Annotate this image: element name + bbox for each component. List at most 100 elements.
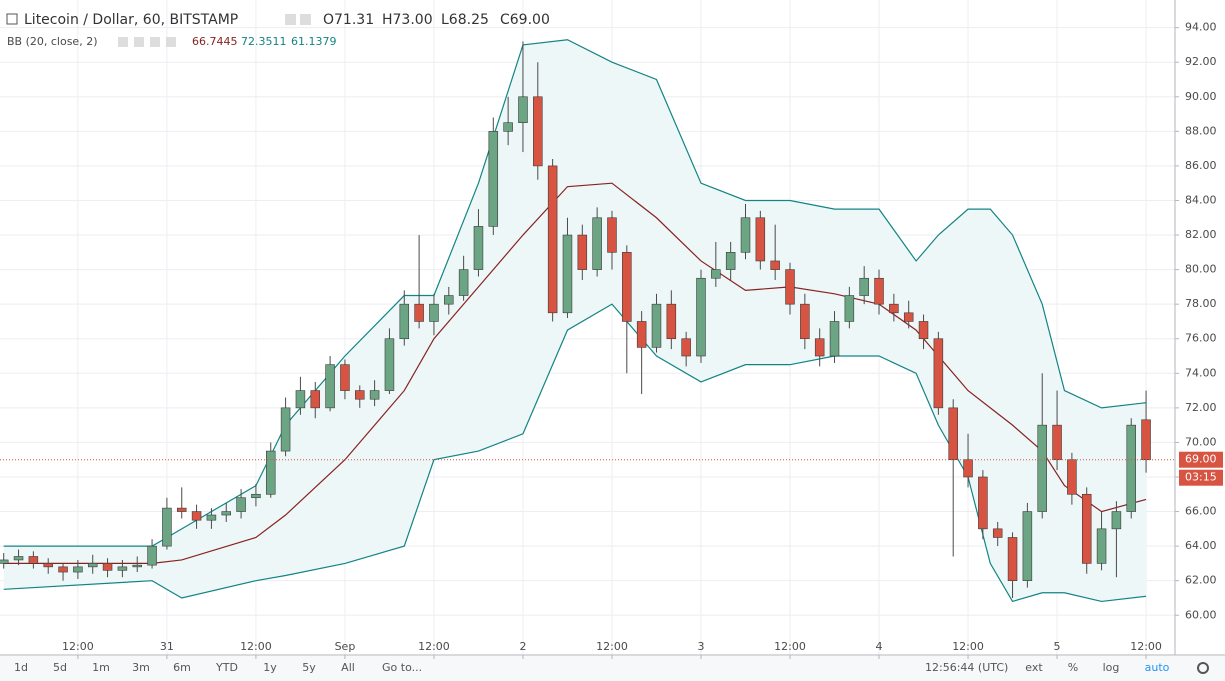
candle-body bbox=[800, 303, 810, 340]
candle-body bbox=[251, 493, 261, 499]
option-button[interactable]: % bbox=[1068, 661, 1078, 674]
candle-body bbox=[429, 303, 439, 322]
candle-body bbox=[102, 563, 113, 571]
y-tick-label: 88.00 bbox=[1185, 124, 1217, 137]
range-button[interactable]: All bbox=[341, 661, 355, 674]
candle-body bbox=[384, 338, 395, 391]
y-tick-label: 78.00 bbox=[1185, 297, 1217, 310]
candle-body bbox=[87, 563, 98, 568]
candle-body bbox=[814, 338, 825, 357]
settings-icon[interactable] bbox=[285, 14, 296, 25]
candle-body bbox=[266, 450, 276, 495]
candle-body bbox=[696, 277, 706, 357]
y-tick-label: 64.00 bbox=[1185, 539, 1217, 552]
candle-body bbox=[918, 321, 929, 340]
indicator-icon[interactable] bbox=[134, 37, 144, 47]
range-button[interactable]: 6m bbox=[173, 661, 191, 674]
candle-body bbox=[458, 269, 469, 296]
candle-body bbox=[592, 217, 602, 270]
option-button[interactable]: log bbox=[1103, 661, 1120, 674]
y-tick-label: 66.00 bbox=[1185, 505, 1217, 518]
goto-button[interactable]: Go to... bbox=[382, 661, 422, 674]
candle-body bbox=[1007, 537, 1018, 581]
candle-body bbox=[355, 390, 365, 400]
candle-body bbox=[369, 390, 380, 400]
clock: 12:56:44 (UTC) bbox=[925, 661, 1008, 674]
symbol-title: Litecoin / Dollar, 60, BITSTAMP bbox=[24, 12, 238, 28]
indicator-icon[interactable] bbox=[166, 37, 176, 47]
candle-body bbox=[1126, 424, 1136, 512]
candle-body bbox=[414, 303, 424, 322]
y-tick-label: 82.00 bbox=[1185, 228, 1217, 241]
collapse-icon[interactable] bbox=[6, 13, 18, 25]
y-tick-label: 86.00 bbox=[1185, 159, 1217, 172]
bollinger-lower bbox=[3, 303, 1147, 603]
candle-body bbox=[488, 131, 499, 227]
candle-body bbox=[176, 507, 187, 512]
candle-body bbox=[681, 338, 691, 357]
range-button[interactable]: 1y bbox=[263, 661, 277, 674]
last-price-box bbox=[1179, 451, 1223, 468]
candle-body bbox=[1111, 511, 1122, 530]
candle-body bbox=[622, 252, 632, 322]
range-button[interactable]: 5y bbox=[302, 661, 316, 674]
countdown-label: 03:15 bbox=[1185, 471, 1217, 484]
candle-body bbox=[533, 96, 543, 167]
x-tick-label: 5 bbox=[1054, 640, 1061, 653]
candle-body bbox=[503, 122, 513, 132]
close-icon[interactable] bbox=[300, 14, 311, 25]
candle-body bbox=[73, 566, 83, 573]
last-price-label: 69.00 bbox=[1185, 453, 1217, 466]
y-tick-label: 84.00 bbox=[1185, 193, 1217, 206]
candle-body bbox=[948, 407, 958, 461]
option-button[interactable]: ext bbox=[1025, 661, 1043, 674]
candle-body bbox=[236, 497, 246, 512]
candle-body bbox=[221, 511, 231, 516]
range-button[interactable]: 3m bbox=[132, 661, 150, 674]
candle-body bbox=[992, 528, 1003, 538]
candle-body bbox=[547, 165, 558, 314]
y-tick-label: 70.00 bbox=[1185, 435, 1217, 448]
x-tick-label: 2 bbox=[519, 640, 526, 653]
indicator-icon[interactable] bbox=[118, 37, 128, 47]
candle-body bbox=[666, 303, 677, 340]
x-tick-label: Sep bbox=[335, 640, 356, 653]
indicator-value: 72.3511 bbox=[241, 35, 287, 48]
y-tick-label: 80.00 bbox=[1185, 263, 1217, 276]
range-button[interactable]: 1m bbox=[92, 661, 110, 674]
candle-body bbox=[859, 277, 869, 296]
indicator-icon[interactable] bbox=[150, 37, 160, 47]
bollinger-upper bbox=[3, 39, 1147, 547]
ohlc-close: C69.00 bbox=[500, 12, 550, 28]
countdown-box bbox=[1179, 469, 1223, 486]
candle-body bbox=[518, 96, 528, 124]
range-button[interactable]: YTD bbox=[215, 661, 238, 674]
x-tick-label: 31 bbox=[160, 640, 174, 653]
indicator-name: BB (20, close, 2) bbox=[7, 35, 98, 48]
candle-body bbox=[147, 545, 157, 566]
candle-body bbox=[651, 303, 662, 348]
candle-body bbox=[1052, 424, 1062, 461]
x-tick-label: 4 bbox=[876, 640, 883, 653]
candle-body bbox=[755, 217, 766, 262]
option-button[interactable]: auto bbox=[1145, 661, 1170, 674]
ohlc-open: O71.31 bbox=[323, 12, 374, 28]
candle-body bbox=[844, 295, 855, 322]
band-fill bbox=[3, 39, 1147, 602]
candle-body bbox=[1096, 528, 1107, 564]
ohlc-high: H73.00 bbox=[382, 12, 433, 28]
candle-body bbox=[117, 566, 128, 571]
candle-body bbox=[1067, 459, 1077, 495]
settings-gear[interactable] bbox=[1197, 662, 1209, 674]
candle-body bbox=[874, 277, 884, 305]
range-button[interactable]: 1d bbox=[14, 661, 28, 674]
x-tick-label: 12:00 bbox=[418, 640, 450, 653]
toolbar bbox=[0, 656, 1225, 681]
candle-body bbox=[444, 295, 454, 305]
candle-body bbox=[829, 321, 840, 357]
candle-body bbox=[1037, 424, 1047, 512]
range-button[interactable]: 5d bbox=[53, 661, 67, 674]
candle-body bbox=[43, 563, 53, 568]
candle-body bbox=[325, 364, 335, 409]
candle-body bbox=[1022, 511, 1033, 581]
